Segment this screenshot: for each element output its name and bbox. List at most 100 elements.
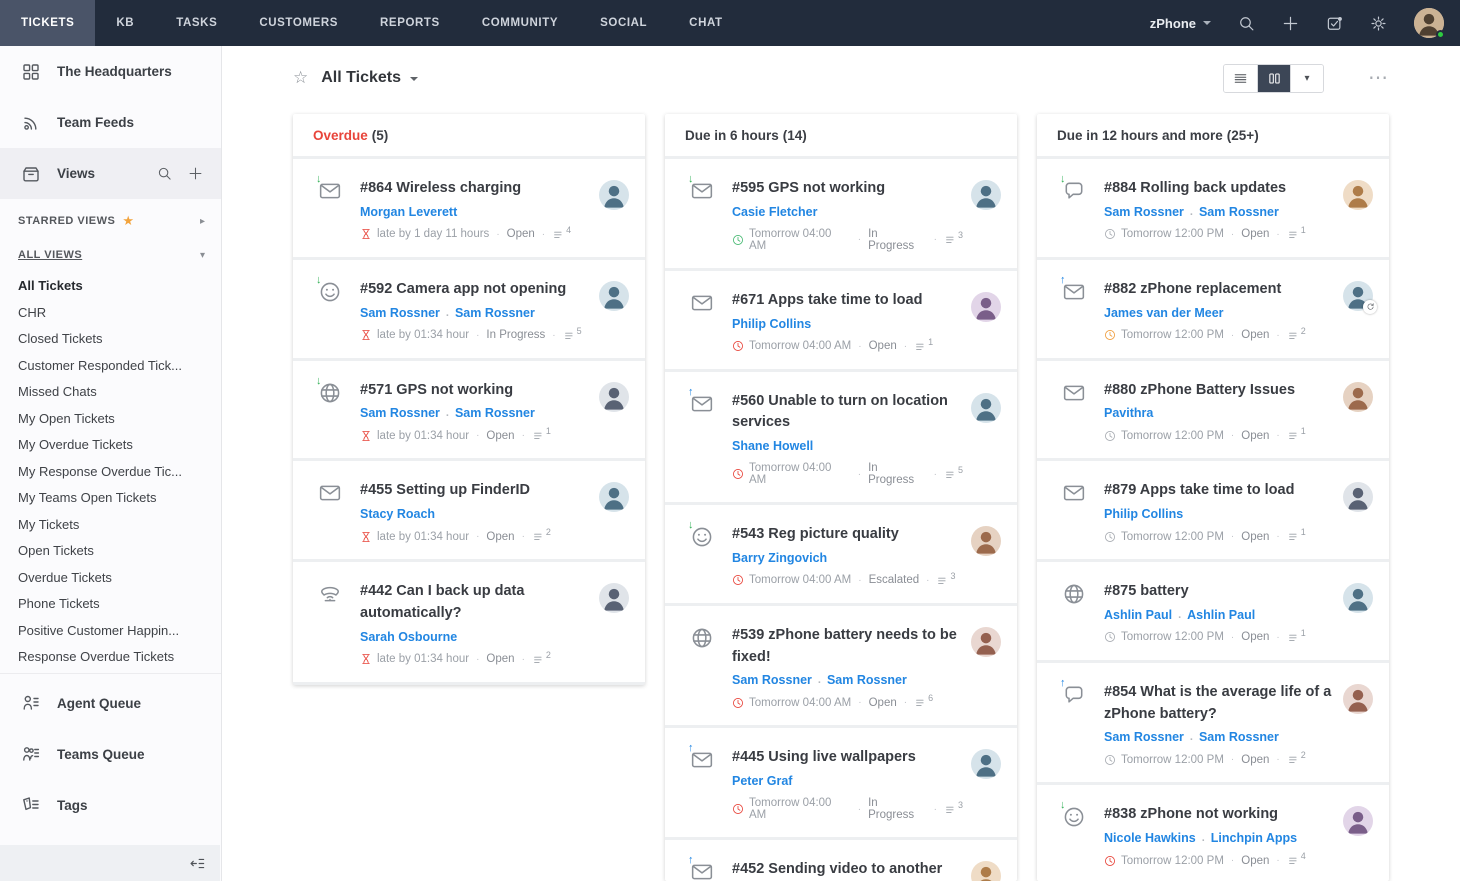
thread-count-icon[interactable]: 1: [1287, 225, 1306, 241]
kanban-view-button[interactable]: [1257, 64, 1290, 92]
view-item-chr[interactable]: CHR: [18, 304, 47, 320]
contact-link[interactable]: Peter Graf: [732, 774, 793, 788]
ticket-card[interactable]: ↓ #571 GPS not working Sam Rossner. Sam Ros…: [293, 360, 645, 459]
ticket-card[interactable]: #671 Apps take time to load Philip Collin…: [665, 270, 1017, 369]
search-icon[interactable]: [157, 166, 172, 181]
thread-count-icon[interactable]: 2: [1287, 326, 1306, 342]
thread-count-icon[interactable]: 3: [944, 230, 963, 246]
ticket-card[interactable]: ↑ #882 zPhone replacement James van der Me…: [1037, 259, 1389, 358]
ticket-card[interactable]: ↓ #838 zPhone not working Nicole Hawkins. L…: [1037, 785, 1389, 881]
contact-link[interactable]: Stacy Roach: [360, 507, 436, 521]
contact-link[interactable]: Sam Rossner: [360, 406, 440, 421]
sidebar-item-teams-queue[interactable]: Teams Queue: [0, 729, 221, 780]
view-dropdown-caret-icon[interactable]: [410, 77, 418, 85]
sidebar-item-views[interactable]: Views: [0, 148, 221, 199]
contact-avatar[interactable]: [1343, 280, 1377, 314]
thread-count-icon[interactable]: 3: [936, 571, 955, 587]
contact-link[interactable]: Linchpin Apps: [1210, 831, 1298, 845]
contact-link[interactable]: Barry Zingovich: [732, 550, 828, 565]
contact-avatar[interactable]: [971, 626, 1001, 657]
thread-count-icon[interactable]: 1: [914, 337, 933, 353]
contact-link[interactable]: Sam Rossner: [732, 673, 812, 688]
contact-link[interactable]: Morgan Leverett: [360, 204, 458, 219]
nav-tab-tickets[interactable]: TICKETS: [0, 0, 96, 46]
contact-avatar[interactable]: [971, 392, 1001, 423]
thread-count-icon[interactable]: 2: [532, 527, 551, 543]
thread-count-icon[interactable]: 5: [563, 326, 582, 342]
sidebar-item-tags[interactable]: Tags: [0, 780, 221, 831]
thread-count-icon[interactable]: 2: [1287, 750, 1306, 766]
ticket-card[interactable]: #539 zPhone battery needs to be fixed! Sa…: [665, 605, 1017, 726]
ticket-card[interactable]: ↑ #445 Using live wallpapers Peter Graf Tom…: [665, 728, 1017, 837]
thread-count-icon[interactable]: 5: [944, 465, 963, 481]
nav-tab-tasks[interactable]: TASKS: [176, 17, 218, 29]
view-item-my-response-overdue-tic-[interactable]: My Response Overdue Tic...: [18, 463, 183, 479]
contact-link[interactable]: Sam Rossner: [826, 673, 907, 688]
add-icon[interactable]: [1282, 15, 1299, 32]
view-item-phone-tickets[interactable]: Phone Tickets: [18, 596, 100, 611]
ticket-card[interactable]: #875 battery Ashlin Paul. Ashlin Paul Tomor…: [1037, 562, 1389, 660]
contact-link[interactable]: Sam Rossner: [360, 305, 440, 320]
view-item-response-overdue-tickets[interactable]: Response Overdue Tickets: [18, 649, 175, 664]
contact-link[interactable]: Sam Rossner: [1198, 730, 1279, 745]
contact-link[interactable]: Sam Rossner: [1104, 730, 1184, 745]
thread-count-icon[interactable]: 1: [1287, 527, 1306, 543]
contact-avatar[interactable]: [971, 526, 1001, 556]
contact-link[interactable]: Ashlin Paul: [1104, 607, 1173, 622]
ticket-card[interactable]: ↑ #452 Sending video to another zPhoneRaj…: [665, 840, 1017, 881]
contact-link[interactable]: Casie Fletcher: [732, 204, 818, 219]
ticket-card[interactable]: ↓ #595 GPS not working Casie Fletcher Tomor…: [665, 159, 1017, 268]
nav-tab-chat[interactable]: CHAT: [689, 17, 723, 29]
contact-link[interactable]: James van der Meer: [1104, 305, 1224, 320]
contact-link[interactable]: Sam Rossner: [1198, 204, 1279, 219]
contact-avatar[interactable]: [1343, 482, 1373, 513]
thread-count-icon[interactable]: 3: [944, 800, 963, 816]
ticket-card[interactable]: ↑ #854 What is the average life of a zPho…: [1037, 662, 1389, 783]
department-selector[interactable]: zPhone: [1150, 16, 1211, 31]
contact-avatar[interactable]: [599, 482, 629, 513]
view-item-my-open-tickets[interactable]: My Open Tickets: [18, 410, 115, 426]
ticket-card[interactable]: ↓ #864 Wireless charging Morgan Leverett la…: [293, 159, 645, 257]
ticket-card[interactable]: ↑ #560 Unable to turn on location service…: [665, 371, 1017, 502]
nav-tab-reports[interactable]: REPORTS: [380, 17, 440, 29]
ticket-card[interactable]: ↓ #592 Camera app not opening Sam Rossner.…: [293, 259, 645, 358]
ticket-card[interactable]: ↓ #884 Rolling back updates Sam Rossner. Sa…: [1037, 159, 1389, 257]
contact-link[interactable]: Ashlin Paul: [1187, 607, 1256, 622]
nav-tab-kb[interactable]: KB: [116, 17, 135, 29]
thread-count-icon[interactable]: 1: [1287, 628, 1306, 644]
contact-avatar[interactable]: [971, 180, 1001, 210]
collapse-sidebar-icon[interactable]: [189, 855, 206, 872]
contact-avatar[interactable]: [1343, 583, 1373, 613]
contact-avatar[interactable]: [1343, 683, 1373, 714]
view-item-missed-chats[interactable]: Missed Chats: [18, 384, 97, 399]
search-icon[interactable]: [1238, 15, 1255, 32]
view-item-my-tickets[interactable]: My Tickets: [18, 516, 80, 532]
thread-count-icon[interactable]: 6: [914, 693, 933, 709]
ticket-card[interactable]: ↓ #543 Reg picture quality Barry Zingovich…: [665, 505, 1017, 603]
thread-count-icon[interactable]: 4: [1287, 851, 1306, 867]
contact-link[interactable]: Sam Rossner: [1104, 204, 1184, 219]
user-avatar[interactable]: [1414, 8, 1445, 39]
contact-link[interactable]: Philip Collins: [732, 316, 812, 331]
view-item-all-tickets[interactable]: All Tickets: [18, 278, 83, 293]
contact-link[interactable]: Pavithra: [1104, 406, 1154, 421]
view-item-open-tickets[interactable]: Open Tickets: [18, 543, 94, 558]
contact-link[interactable]: Shane Howell: [732, 439, 814, 453]
contact-avatar[interactable]: [599, 180, 629, 210]
thread-count-icon[interactable]: 1: [1287, 426, 1306, 442]
current-view-title[interactable]: All Tickets: [321, 69, 401, 86]
view-item-overdue-tickets[interactable]: Overdue Tickets: [18, 569, 112, 585]
sidebar-item-team-feeds[interactable]: Team Feeds: [0, 97, 221, 148]
nav-tab-social[interactable]: SOCIAL: [600, 17, 648, 29]
view-item-customer-responded-tick-[interactable]: Customer Responded Tick...: [18, 357, 183, 373]
contact-avatar[interactable]: [1343, 806, 1373, 837]
sidebar-item-the-headquarters[interactable]: The Headquarters: [0, 46, 221, 97]
contact-link[interactable]: Sam Rossner: [454, 305, 535, 320]
view-item-positive-customer-happin-[interactable]: Positive Customer Happin...: [18, 622, 180, 638]
nav-tab-customers[interactable]: CUSTOMERS: [259, 17, 339, 29]
view-item-my-teams-open-tickets[interactable]: My Teams Open Tickets: [18, 490, 157, 505]
contact-avatar[interactable]: [599, 381, 629, 412]
contact-avatar[interactable]: [971, 291, 1001, 322]
starred-views-section[interactable]: STARRED VIEWS ★ ▸: [0, 199, 221, 235]
thread-count-icon[interactable]: 2: [532, 650, 551, 666]
